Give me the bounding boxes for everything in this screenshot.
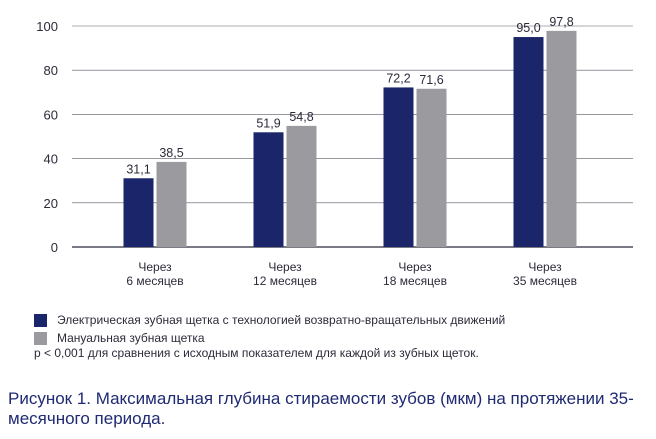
bar-electric-0 (123, 178, 154, 247)
x-tick-label-3-0: Через (528, 260, 562, 274)
x-tick-label-0-1: 6 месяцев (126, 274, 183, 288)
x-tick-label-2-0: Через (398, 260, 432, 274)
legend-label-manual: Мануальная зубная щетка (57, 331, 205, 345)
data-label-electric-0: 31,1 (126, 162, 150, 176)
x-tick-label-3-1: 35 месяцев (513, 274, 577, 288)
y-tick-label: 60 (44, 107, 58, 122)
bar-electric-1 (253, 132, 284, 247)
bar-electric-2 (383, 87, 414, 247)
data-label-electric-3: 95,0 (516, 21, 540, 35)
data-label-manual-3: 97,8 (549, 15, 573, 29)
bar-manual-0 (156, 161, 187, 247)
x-tick-label-1-0: Через (268, 260, 302, 274)
y-tick-label: 80 (44, 63, 58, 78)
x-tick-label-2-1: 18 месяцев (383, 274, 447, 288)
data-label-electric-1: 51,9 (256, 116, 280, 130)
figure-caption: Рисунок 1. Максимальная глубина стираемо… (8, 389, 634, 428)
data-label-manual-1: 54,8 (289, 110, 313, 124)
y-tick-label: 40 (44, 152, 58, 167)
data-label-manual-2: 71,6 (419, 73, 443, 87)
y-tick-label: 0 (51, 240, 58, 255)
data-label-manual-0: 38,5 (159, 146, 183, 160)
bar-manual-3 (546, 30, 577, 247)
bar-manual-1 (286, 125, 317, 247)
significance-note: p < 0,001 для сравнения с исходным показ… (34, 346, 479, 360)
legend-label-electric: Электрическая зубная щетка с технологией… (57, 313, 506, 327)
y-tick-label: 20 (44, 196, 58, 211)
legend-swatch-manual (34, 331, 47, 345)
x-tick-label-0-0: Через (138, 260, 172, 274)
bar-electric-3 (513, 37, 544, 247)
legend-item-electric: Электрическая зубная щетка с технологией… (34, 313, 505, 327)
data-label-electric-2: 72,2 (386, 71, 410, 85)
legend-item-manual: Мануальная зубная щетка (34, 331, 205, 345)
legend-swatch-electric (34, 313, 47, 327)
y-tick-label: 100 (36, 19, 58, 34)
bar-manual-2 (416, 88, 447, 247)
x-tick-label-1-1: 12 месяцев (253, 274, 317, 288)
